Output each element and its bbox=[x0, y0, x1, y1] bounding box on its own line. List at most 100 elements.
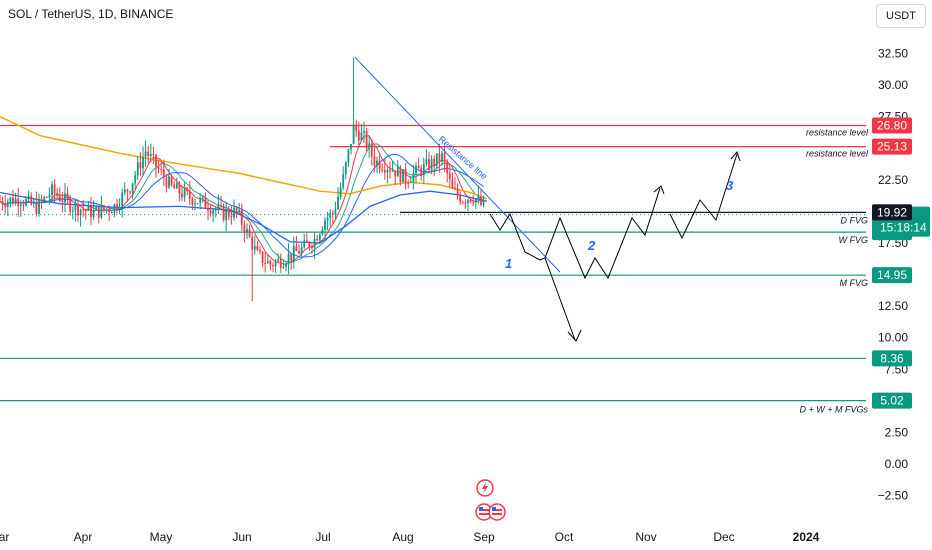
candle bbox=[344, 161, 347, 180]
candle bbox=[417, 157, 420, 169]
candle bbox=[383, 159, 386, 180]
price-badge-label: 26.80 bbox=[877, 119, 907, 133]
level-note: resistance level bbox=[806, 149, 869, 159]
candle bbox=[474, 198, 477, 210]
candle bbox=[446, 159, 449, 183]
x-tick-label: May bbox=[150, 530, 173, 544]
arrow-head bbox=[653, 185, 665, 195]
price-badge bbox=[872, 392, 912, 409]
candle bbox=[477, 185, 480, 204]
candle bbox=[113, 203, 116, 218]
candle-body bbox=[35, 202, 38, 214]
candle-body bbox=[368, 143, 371, 148]
candle bbox=[66, 186, 69, 206]
candle-body bbox=[417, 165, 420, 169]
candle-body bbox=[56, 193, 59, 196]
candle bbox=[352, 57, 355, 145]
candle-body bbox=[136, 162, 139, 176]
candle-body bbox=[71, 210, 74, 212]
wave-label: 2 bbox=[587, 238, 596, 253]
candle-body bbox=[277, 258, 280, 262]
candle-body bbox=[251, 236, 254, 250]
candle-body bbox=[87, 205, 90, 211]
candle bbox=[40, 194, 43, 210]
candle bbox=[389, 161, 391, 179]
candle-body bbox=[274, 261, 277, 267]
candle-body bbox=[480, 196, 482, 205]
candle-body bbox=[243, 224, 246, 234]
candle bbox=[365, 127, 368, 153]
candle bbox=[105, 208, 108, 214]
candle bbox=[409, 176, 412, 184]
candle-body bbox=[222, 205, 225, 221]
price-badges: 26.8025.1319.9218.3614.958.365.0219.7415… bbox=[872, 117, 930, 409]
candle-body bbox=[95, 206, 98, 211]
candle-body bbox=[45, 197, 48, 199]
candle bbox=[303, 233, 306, 249]
candle-body bbox=[240, 209, 243, 225]
candle-body bbox=[105, 208, 108, 210]
wave-label: 1 bbox=[505, 256, 512, 271]
candle-body bbox=[482, 201, 485, 205]
candle-body bbox=[365, 131, 368, 148]
candle-body bbox=[209, 210, 212, 214]
candle bbox=[155, 153, 157, 178]
candle-body bbox=[207, 208, 209, 211]
price-badge-label: 14.95 bbox=[877, 268, 907, 282]
candle-body bbox=[233, 207, 235, 218]
candle-body bbox=[396, 167, 399, 177]
candle-body bbox=[477, 196, 480, 199]
candle-body bbox=[420, 168, 423, 176]
candle-body bbox=[220, 205, 222, 207]
candle bbox=[311, 244, 313, 254]
candle bbox=[129, 190, 131, 195]
projection-path-up bbox=[669, 153, 738, 240]
candle-body bbox=[363, 131, 365, 133]
candle bbox=[79, 208, 82, 227]
candle-body bbox=[168, 176, 170, 188]
price-badge bbox=[872, 350, 912, 367]
candle bbox=[233, 199, 235, 221]
candle-body bbox=[298, 251, 300, 254]
candle-body bbox=[305, 240, 308, 243]
wave-label: 3 bbox=[726, 178, 734, 193]
candle bbox=[456, 183, 459, 200]
candle bbox=[399, 165, 402, 186]
candle-body bbox=[139, 162, 142, 169]
candle-body bbox=[181, 193, 183, 198]
candle bbox=[266, 254, 269, 264]
candle-body bbox=[61, 200, 64, 203]
candle-body bbox=[121, 192, 124, 208]
candle-body bbox=[266, 260, 269, 264]
candle-body bbox=[326, 217, 329, 221]
candle-body bbox=[92, 210, 95, 218]
candle-body bbox=[272, 265, 274, 267]
candle-body bbox=[256, 246, 259, 251]
candle bbox=[373, 147, 376, 173]
moving-average-long bbox=[0, 115, 488, 200]
candle-body bbox=[178, 183, 181, 194]
arrow-head bbox=[567, 329, 582, 342]
candle bbox=[136, 156, 139, 181]
candle-body bbox=[0, 201, 1, 203]
price-badge-label: 5.02 bbox=[880, 394, 904, 408]
candle-body bbox=[259, 250, 261, 252]
flag-stripe bbox=[479, 509, 489, 511]
candle-body bbox=[415, 165, 417, 174]
candle bbox=[149, 143, 152, 163]
candle-body bbox=[90, 205, 92, 218]
candle bbox=[110, 210, 113, 214]
candle-body bbox=[38, 199, 40, 214]
candle-body bbox=[451, 178, 454, 189]
candle-body bbox=[324, 220, 326, 230]
candle bbox=[337, 187, 339, 211]
moving-averages bbox=[0, 115, 488, 265]
flag-stripe bbox=[479, 513, 489, 515]
x-tick-label: Jul bbox=[315, 530, 330, 544]
candle-body bbox=[292, 246, 295, 261]
candle bbox=[381, 163, 384, 173]
price-badge bbox=[872, 204, 912, 221]
candle bbox=[92, 200, 95, 220]
currency-selector[interactable]: USDT bbox=[876, 4, 926, 28]
